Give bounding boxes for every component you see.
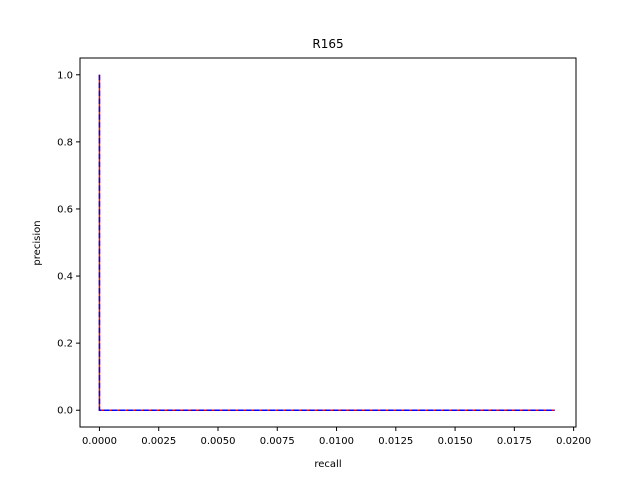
y-tick-label: 0.4: [57, 272, 73, 283]
x-tick-label: 0.0125: [378, 436, 413, 447]
y-tick-label: 0.6: [57, 204, 73, 215]
y-tick-label: 1.0: [57, 70, 73, 81]
series-layer: [98, 74, 555, 411]
y-tick-label: 0.8: [57, 137, 73, 148]
y-tick-label: 0.0: [57, 406, 73, 417]
x-tick-label: 0.0075: [260, 436, 295, 447]
x-tick-label: 0.0150: [438, 436, 473, 447]
y-axis-ticks: 0.0 0.2 0.4 0.6 0.8 1.0: [57, 70, 80, 417]
y-tick-label: 0.2: [57, 339, 73, 350]
x-tick-label: 0.0000: [82, 436, 117, 447]
x-tick-label: 0.0050: [200, 436, 235, 447]
x-tick-label: 0.0175: [497, 436, 532, 447]
chart-title: R165: [312, 37, 343, 51]
x-axis-ticks: 0.0000 0.0025 0.0050 0.0075 0.0100 0.0125 0.01…: [82, 427, 591, 447]
x-axis-label: recall: [314, 459, 341, 470]
x-tick-label: 0.0025: [141, 436, 176, 447]
y-axis-label: precision: [32, 220, 43, 265]
series-line-2: [98, 74, 555, 411]
x-tick-label: 0.0100: [319, 436, 354, 447]
plot-frame: [79, 57, 577, 428]
x-tick-label: 0.0200: [556, 436, 591, 447]
